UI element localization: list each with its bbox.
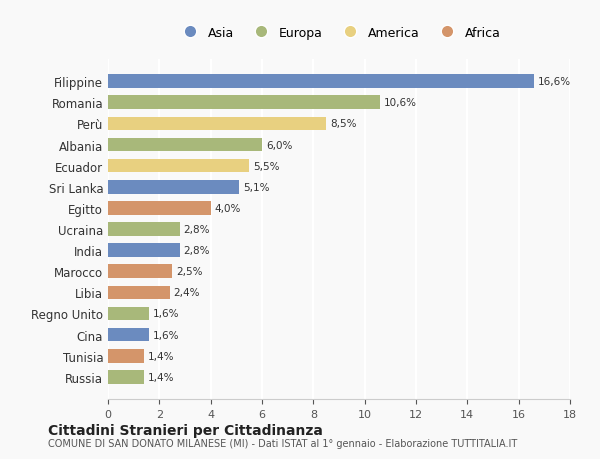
Text: 8,5%: 8,5% — [330, 119, 356, 129]
Bar — [108, 202, 211, 215]
Text: 1,4%: 1,4% — [148, 351, 174, 361]
Bar — [108, 159, 249, 173]
Bar — [108, 244, 180, 257]
Bar — [108, 328, 149, 342]
Text: 5,5%: 5,5% — [253, 161, 280, 171]
Text: 2,8%: 2,8% — [184, 224, 210, 235]
Bar — [108, 223, 180, 236]
Bar — [108, 265, 172, 279]
Bar — [108, 117, 326, 131]
Text: 2,8%: 2,8% — [184, 246, 210, 256]
Text: Cittadini Stranieri per Cittadinanza: Cittadini Stranieri per Cittadinanza — [48, 423, 323, 437]
Text: 1,6%: 1,6% — [153, 330, 179, 340]
Text: 5,1%: 5,1% — [243, 182, 269, 192]
Text: 16,6%: 16,6% — [538, 77, 571, 87]
Text: 1,4%: 1,4% — [148, 372, 174, 382]
Legend: Asia, Europa, America, Africa: Asia, Europa, America, Africa — [173, 22, 505, 45]
Bar — [108, 180, 239, 194]
Bar — [108, 307, 149, 321]
Text: 4,0%: 4,0% — [215, 203, 241, 213]
Text: 1,6%: 1,6% — [153, 309, 179, 319]
Text: 2,5%: 2,5% — [176, 267, 203, 277]
Text: 10,6%: 10,6% — [384, 98, 417, 108]
Bar — [108, 349, 144, 363]
Bar — [108, 138, 262, 152]
Bar — [108, 286, 170, 300]
Bar — [108, 96, 380, 110]
Text: 6,0%: 6,0% — [266, 140, 292, 150]
Text: COMUNE DI SAN DONATO MILANESE (MI) - Dati ISTAT al 1° gennaio - Elaborazione TUT: COMUNE DI SAN DONATO MILANESE (MI) - Dat… — [48, 438, 517, 448]
Text: 2,4%: 2,4% — [173, 288, 200, 298]
Bar — [108, 75, 534, 89]
Bar — [108, 370, 144, 384]
